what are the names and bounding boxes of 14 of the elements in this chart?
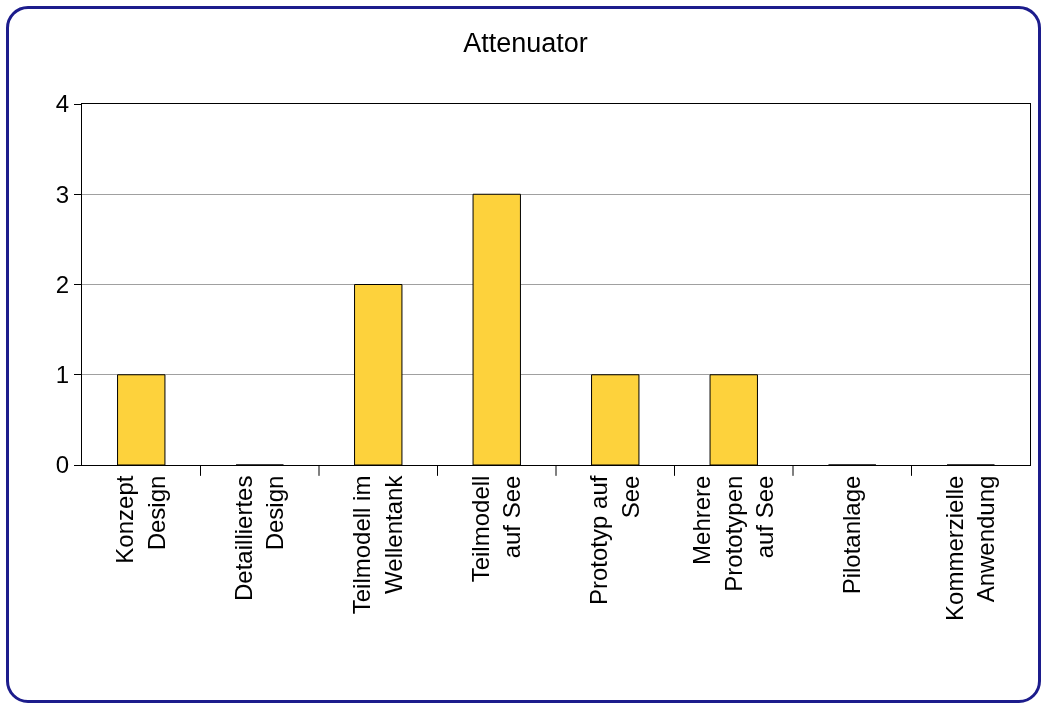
y-tick-label: 4 xyxy=(55,90,70,118)
x-tick-label: Teilmodell im Wellentank xyxy=(348,474,407,615)
x-tick-label: Kommerzielle Anwendung xyxy=(940,475,1000,621)
x-tick-label: Konzept Design xyxy=(111,475,170,564)
x-tick-label: Mehrere Prototypen auf See xyxy=(688,475,778,592)
x-tick-label: Detailliertes Design xyxy=(229,475,289,601)
y-tick-label: 0 xyxy=(55,451,70,479)
y-tick-label: 1 xyxy=(55,361,70,389)
x-tick-label: Prototyp auf See xyxy=(585,475,644,606)
y-tick-label: 3 xyxy=(55,180,70,208)
x-tick-label: Teilmodell auf See xyxy=(466,475,526,583)
chart-title: Attenuator xyxy=(463,28,588,59)
x-tick-label: Pilotanlage xyxy=(838,475,866,595)
y-tick-label: 2 xyxy=(55,270,70,298)
